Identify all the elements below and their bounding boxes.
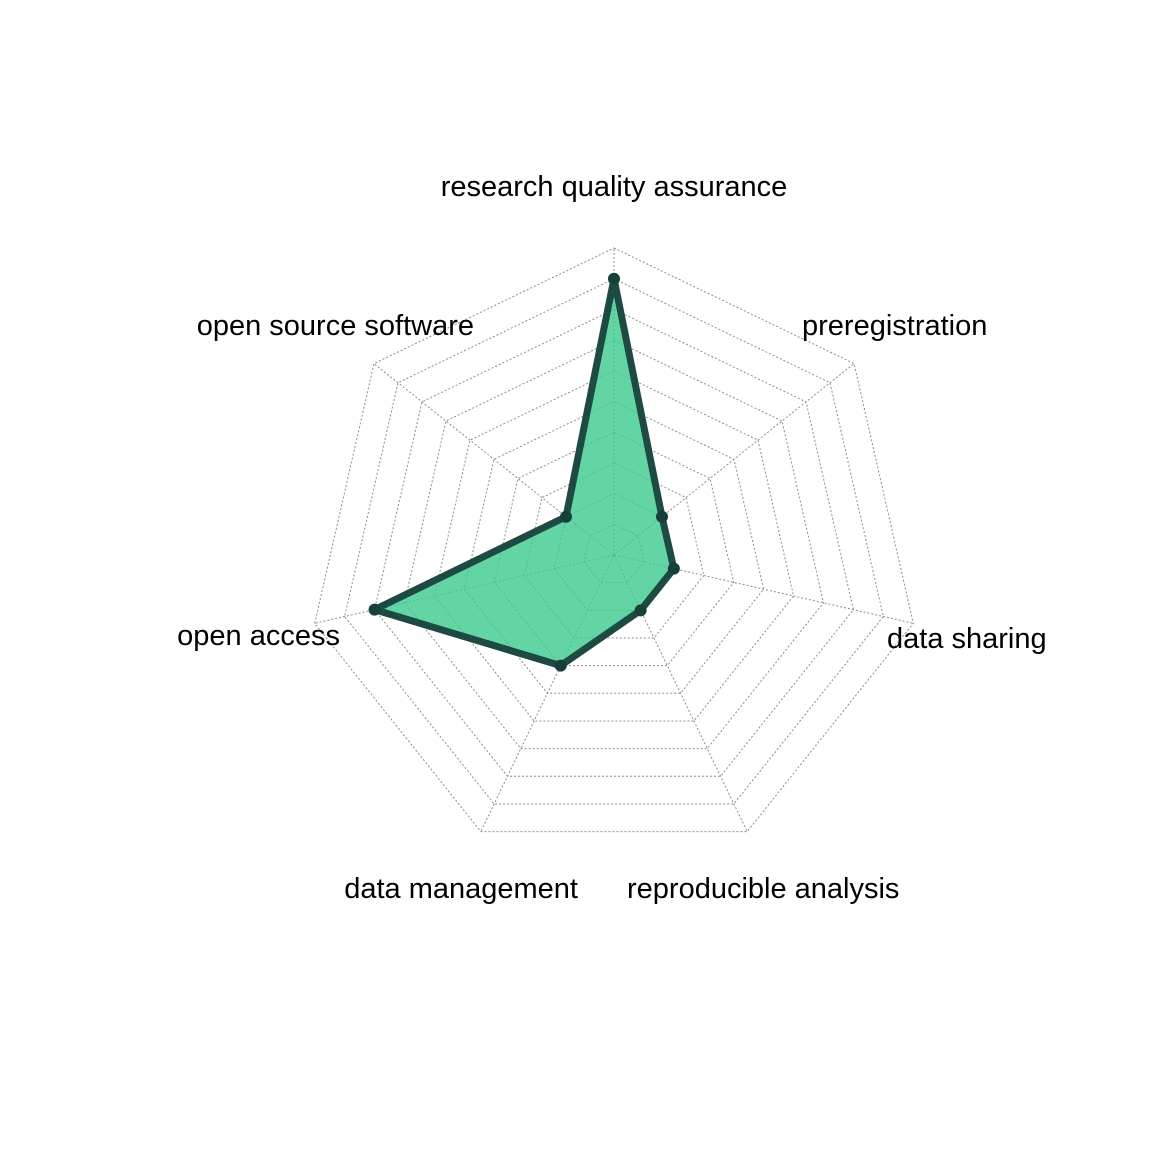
data-point-research-quality-assurance <box>608 272 620 285</box>
axis-spoke-1 <box>613 363 855 556</box>
grid-ring-4 <box>493 431 735 667</box>
axis-label-open-source-software: open source software <box>197 310 474 342</box>
radar-series <box>368 272 680 672</box>
axis-label-preregistration: preregistration <box>802 310 987 342</box>
grid-ring-7 <box>403 339 825 750</box>
axis-label-data-management: data management <box>344 873 578 905</box>
data-point-preregistration <box>656 510 668 523</box>
grid-ring-5 <box>463 400 765 694</box>
series-area-0 <box>371 275 678 670</box>
data-point-reproducible-analysis <box>634 604 647 617</box>
axis-labels: research quality assurance preregistrati… <box>177 171 1046 905</box>
data-point-data-sharing <box>667 562 680 575</box>
axis-label-data-sharing: data sharing <box>887 623 1047 655</box>
axis-spoke-4 <box>480 554 615 832</box>
data-point-open-source-software <box>560 510 572 523</box>
grid-ring-10 <box>314 247 914 833</box>
axis-label-reproducible-analysis: reproducible analysis <box>627 873 899 905</box>
grid-ring-6 <box>433 370 795 722</box>
axis-label-research-quality-assurance: research quality assurance <box>441 171 788 203</box>
data-point-open-access <box>368 603 381 616</box>
grid-ring-8 <box>374 308 854 777</box>
grid-ring-3 <box>523 462 705 639</box>
axis-label-open-access: open access <box>177 620 340 652</box>
axis-spoke-2 <box>613 554 914 624</box>
data-point-data-management <box>554 659 567 672</box>
axis-spoke-3 <box>613 554 748 832</box>
axis-spoke-6 <box>373 363 615 556</box>
